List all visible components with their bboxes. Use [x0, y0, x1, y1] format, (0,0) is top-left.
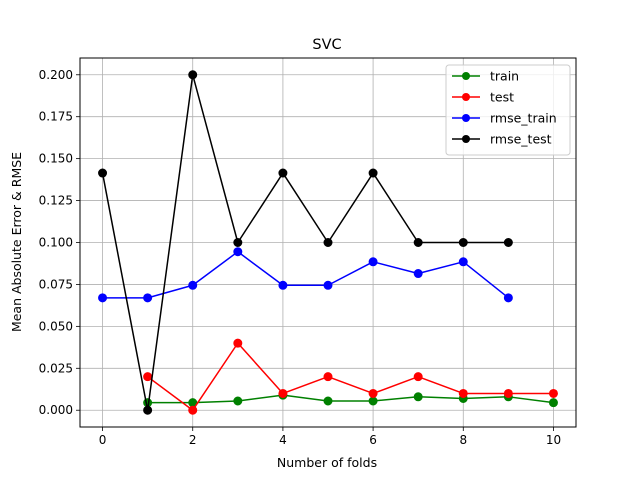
legend-box	[445, 64, 571, 156]
x-tick-label: 10	[546, 433, 561, 447]
legend: train test rmse_train rmse_test	[445, 64, 571, 156]
data-point-test	[143, 372, 153, 382]
y-tick-label: 0.175	[39, 110, 73, 124]
x-tick-label: 2	[189, 433, 197, 447]
data-point-rmse_train	[98, 293, 108, 303]
data-point-rmse_train	[458, 257, 468, 267]
data-point-rmse_train	[503, 293, 513, 303]
x-tick-label: 0	[99, 433, 107, 447]
data-point-rmse_test	[278, 168, 288, 178]
data-point-rmse_train	[233, 247, 243, 257]
y-tick-label: 0.200	[39, 68, 73, 82]
y-axis-label: Mean Absolute Error & RMSE	[9, 152, 24, 332]
series-test	[143, 338, 558, 415]
y-tick-label: 0.000	[39, 403, 73, 417]
data-point-train	[323, 396, 333, 406]
data-point-rmse_test	[458, 238, 468, 247]
data-point-test	[548, 388, 558, 398]
data-point-test	[368, 388, 378, 398]
legend-swatch-marker	[462, 93, 470, 101]
y-tick-label: 0.025	[39, 361, 73, 375]
data-point-rmse_test	[188, 70, 198, 80]
legend-item-rmse_test: rmse_test	[452, 132, 552, 147]
data-point-rmse_test	[233, 238, 243, 247]
legend-item-train: train	[452, 69, 519, 84]
series-line-train	[147, 394, 554, 404]
y-tick-label: 0.100	[39, 236, 73, 250]
data-point-test	[323, 372, 333, 382]
legend-swatch-marker	[462, 114, 470, 122]
data-point-rmse_test	[503, 238, 513, 247]
data-point-test	[233, 338, 243, 348]
x-tick-label: 4	[279, 433, 287, 447]
y-tick-label: 0.050	[39, 319, 73, 333]
legend-label: rmse_test	[490, 132, 552, 147]
data-point-train	[413, 392, 423, 402]
data-point-rmse_test	[413, 238, 423, 247]
data-point-test	[458, 388, 468, 398]
x-axis-label: Number of folds	[277, 455, 377, 470]
data-point-rmse_train	[368, 257, 378, 267]
legend-label: train	[490, 69, 519, 84]
data-point-train	[368, 396, 378, 406]
series-line-rmse_train	[102, 250, 509, 299]
data-point-test	[413, 372, 423, 382]
data-point-rmse_train	[278, 280, 288, 290]
legend-swatch-marker	[462, 72, 470, 80]
data-point-rmse_train	[143, 293, 153, 303]
data-point-rmse_test	[323, 238, 333, 247]
y-tick-label: 0.150	[39, 152, 73, 166]
chart-title: SVC	[312, 37, 341, 53]
legend-item-test: test	[452, 90, 514, 105]
series-line-rmse_test	[101, 74, 509, 411]
series-rmse_test	[98, 70, 513, 415]
series-rmse_train	[98, 247, 513, 303]
legend-swatch-marker	[462, 135, 470, 143]
data-point-rmse_test	[98, 168, 108, 178]
data-point-train	[548, 398, 558, 408]
data-point-rmse_train	[188, 280, 198, 290]
legend-label: test	[490, 90, 514, 105]
data-point-train	[233, 396, 243, 406]
data-point-test	[278, 388, 288, 398]
legend-label: rmse_train	[490, 111, 557, 126]
y-tick-label: 0.125	[39, 194, 73, 208]
data-point-test	[503, 388, 513, 398]
y-tick-label: 0.075	[39, 277, 73, 291]
series-layer	[98, 70, 558, 415]
axis-ticks: 0 2 4 6 8 10 0.000 0.025 0.050 0.075 0.100 0.125 0.1…	[39, 68, 561, 447]
data-point-rmse_train	[323, 280, 333, 290]
x-tick-label: 6	[369, 433, 377, 447]
data-point-test	[188, 405, 198, 415]
data-point-rmse_train	[413, 269, 423, 279]
series-line-test	[147, 342, 554, 411]
data-point-rmse_test	[368, 168, 378, 178]
legend-item-rmse_train: rmse_train	[452, 111, 557, 126]
data-point-rmse_test	[143, 405, 153, 415]
x-tick-label: 8	[459, 433, 467, 447]
